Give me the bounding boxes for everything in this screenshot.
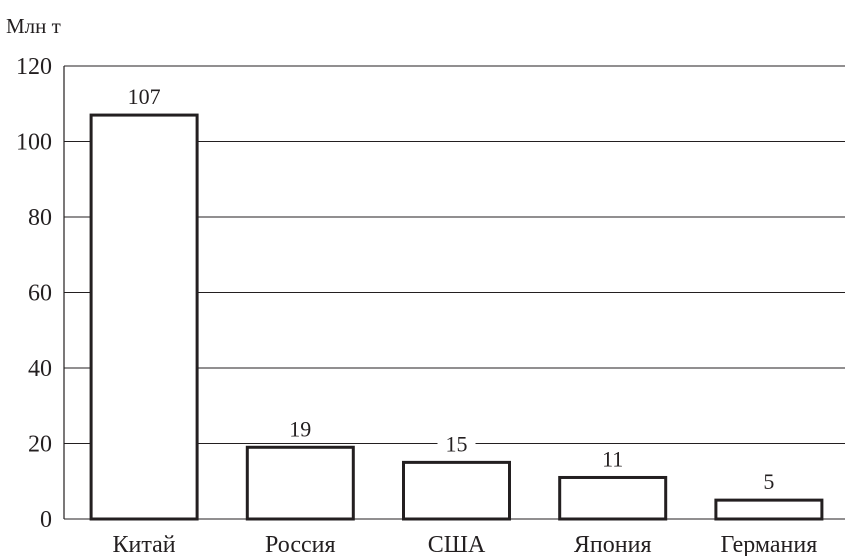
y-tick-label: 120 <box>16 54 52 80</box>
category-label: Япония <box>574 532 652 556</box>
data-label-background <box>755 468 782 495</box>
y-tick-labels: 0 20 40 60 80 100 120 <box>16 54 52 533</box>
y-tick-label: 60 <box>28 281 52 307</box>
bar <box>245 445 355 521</box>
y-axis-title: Млн т <box>6 14 61 38</box>
bar <box>402 460 511 521</box>
data-label-background <box>437 430 476 457</box>
category-labels: Китай Россия США Япония Германия <box>113 532 818 556</box>
bars <box>89 113 824 521</box>
bar <box>558 475 668 521</box>
category-label: Германия <box>721 532 818 556</box>
y-tick-label: 100 <box>16 130 52 156</box>
data-label: 107 <box>128 84 161 109</box>
y-tick-label: 40 <box>28 356 52 382</box>
y-tick-label: 0 <box>40 507 52 533</box>
y-tick-label: 80 <box>28 205 52 231</box>
data-label: 19 <box>289 416 311 441</box>
data-label: 5 <box>763 469 774 494</box>
data-label-background <box>281 415 320 442</box>
data-label-background <box>593 445 632 472</box>
category-label: Китай <box>113 532 176 556</box>
data-label: 11 <box>602 446 623 471</box>
y-tick-label: 20 <box>28 432 52 458</box>
data-label: 15 <box>446 431 468 456</box>
data-label-background <box>119 83 170 110</box>
bar <box>89 113 199 521</box>
data-labels: 107 19 15 11 5 <box>119 83 782 495</box>
bar <box>714 498 824 521</box>
category-label: Россия <box>265 532 336 556</box>
category-label: США <box>428 532 486 556</box>
